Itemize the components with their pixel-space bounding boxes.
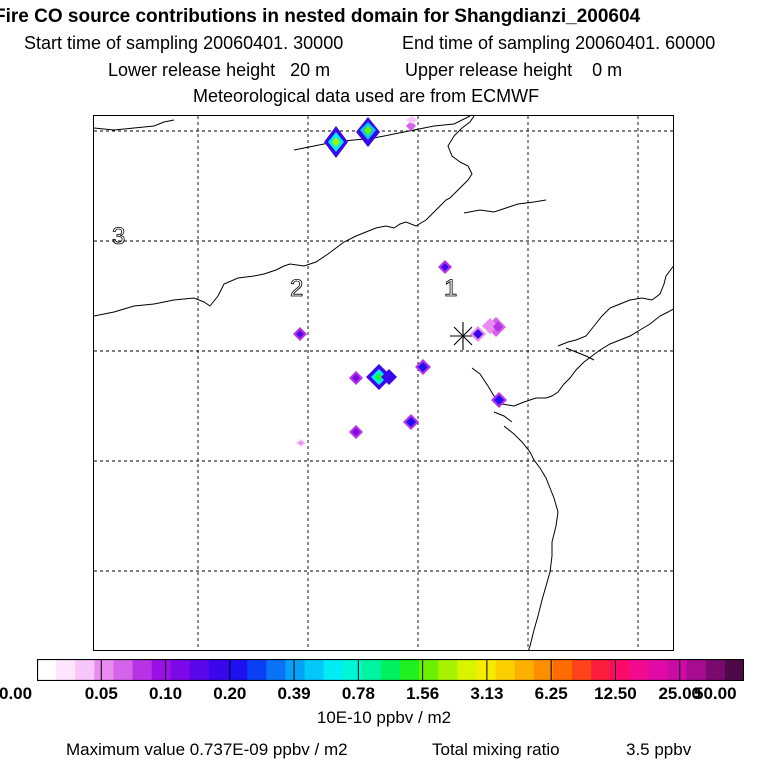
colorbar-cell [686,659,707,681]
colorbar-cell [361,659,382,681]
concentration-field [293,116,507,447]
colorbar-cell [151,659,172,681]
colorbar-frame [37,659,744,681]
colorbar-cell [170,659,191,681]
coast-fragment-2 [565,347,595,361]
colorbar-cell [208,659,229,681]
field-spot [406,116,418,124]
colorbar-cell [629,659,650,681]
colorbar-cell [380,659,401,681]
label-2: 2 [290,275,303,302]
colorbar-cell [266,659,287,681]
field-spot [381,369,397,385]
colorbar-tick-label: 6.25 [534,684,568,703]
upper-release-height: Upper release height 0 m [405,60,623,80]
colorbar-cell [94,659,115,681]
field-spot [441,263,449,271]
colorbar-tick-label: 12.50 [594,684,637,703]
end-time: End time of sampling 20060401. 60000 [402,33,716,53]
graticule [94,116,673,650]
colorbar-cell [189,659,210,681]
colorbar-cell [228,659,248,681]
map-panel: 3 2 1 [93,115,674,651]
field-spot [352,374,360,382]
colorbar-cell [572,659,592,681]
field-spot [494,395,504,405]
field-spot [418,362,428,372]
colorbar-tick-label: 1.56 [406,684,440,703]
coastlines [94,116,673,650]
colorbar-cell [56,659,76,681]
colorbar-cell [552,659,573,681]
coast-liaoning [463,199,547,214]
max-value: Maximum value 0.737E-09 ppbv / m2 [66,740,348,759]
colorbar-cell [495,659,516,681]
colorbar-tick-label: 0.10 [148,684,183,703]
colorbar-cell [648,659,669,681]
colorbar-cell [304,659,325,681]
colorbar-tick-label: 3.13 [470,684,504,703]
coast-bohai-north [94,116,475,317]
coast-korea-west [503,425,559,650]
map-title: Fire CO source contributions in nested d… [0,6,641,27]
trajectory-labels: 3 2 1 [112,223,458,303]
colorbar-cell [438,659,458,681]
field-spot [406,121,416,131]
colorbar-cell [705,659,726,681]
colorbar-cell [591,659,611,681]
colorbar-cell [75,659,95,681]
colorbar-tick-label: 0.78 [341,684,375,703]
field-spot [296,330,304,338]
colorbar-cell [342,659,363,681]
colorbar-cell [533,659,554,681]
colorbar-cell [400,659,420,681]
field-spot [298,441,304,445]
field-spot [352,428,360,436]
colorbar-cell [514,659,535,681]
field-spot [364,126,372,136]
label-1: 1 [444,275,457,302]
field-spot [493,321,503,332]
border-north [293,116,471,151]
label-3: 3 [112,223,125,250]
map-canvas: 3 2 1 [94,116,673,650]
colorbar-cell [323,659,344,681]
colorbar-cell [113,659,134,681]
coast-yellow-sea-north [557,265,673,347]
border-north-west [94,119,175,131]
start-time: Start time of sampling 20060401. 30000 [24,33,344,53]
colorbar-cell [247,659,267,681]
colorbar-cell [132,659,153,681]
station-star-marker[interactable] [450,322,476,350]
colorbar-cell [37,659,57,681]
field-spot [482,318,498,334]
colorbar-cell [457,659,478,681]
colorbar-tick-label: 0.39 [277,684,311,703]
colorbar-cell [285,659,306,681]
total-mixing-label: Total mixing ratio [432,740,560,759]
colorbar-tick-label: 50.00 [694,684,737,703]
colorbar [37,659,744,681]
coast-fragment [493,411,513,423]
colorbar-units: 10E-10 ppbv / m2 [316,708,452,727]
met-data-note: Meteorological data used are from ECMWF [193,86,540,106]
field-spot [332,137,340,147]
colorbar-cell [724,659,744,681]
colorbar-cell [667,659,688,681]
colorbar-cell [610,659,630,681]
colorbar-tick-label: 0.05 [84,684,118,703]
field-spot [473,329,483,339]
coast-shandong [471,308,673,407]
colorbar-tick-label: 0.00 [0,684,33,703]
field-spot [375,373,383,381]
colorbar-tick-label: 0.20 [213,684,247,703]
field-spot [406,417,416,427]
colorbar-tick-label: 25.00 [658,684,701,703]
lower-release-height: Lower release height 20 m [108,60,331,80]
colorbar-cell [419,659,439,681]
total-mixing-value: 3.5 ppbv [626,740,692,759]
colorbar-cell [476,659,497,681]
